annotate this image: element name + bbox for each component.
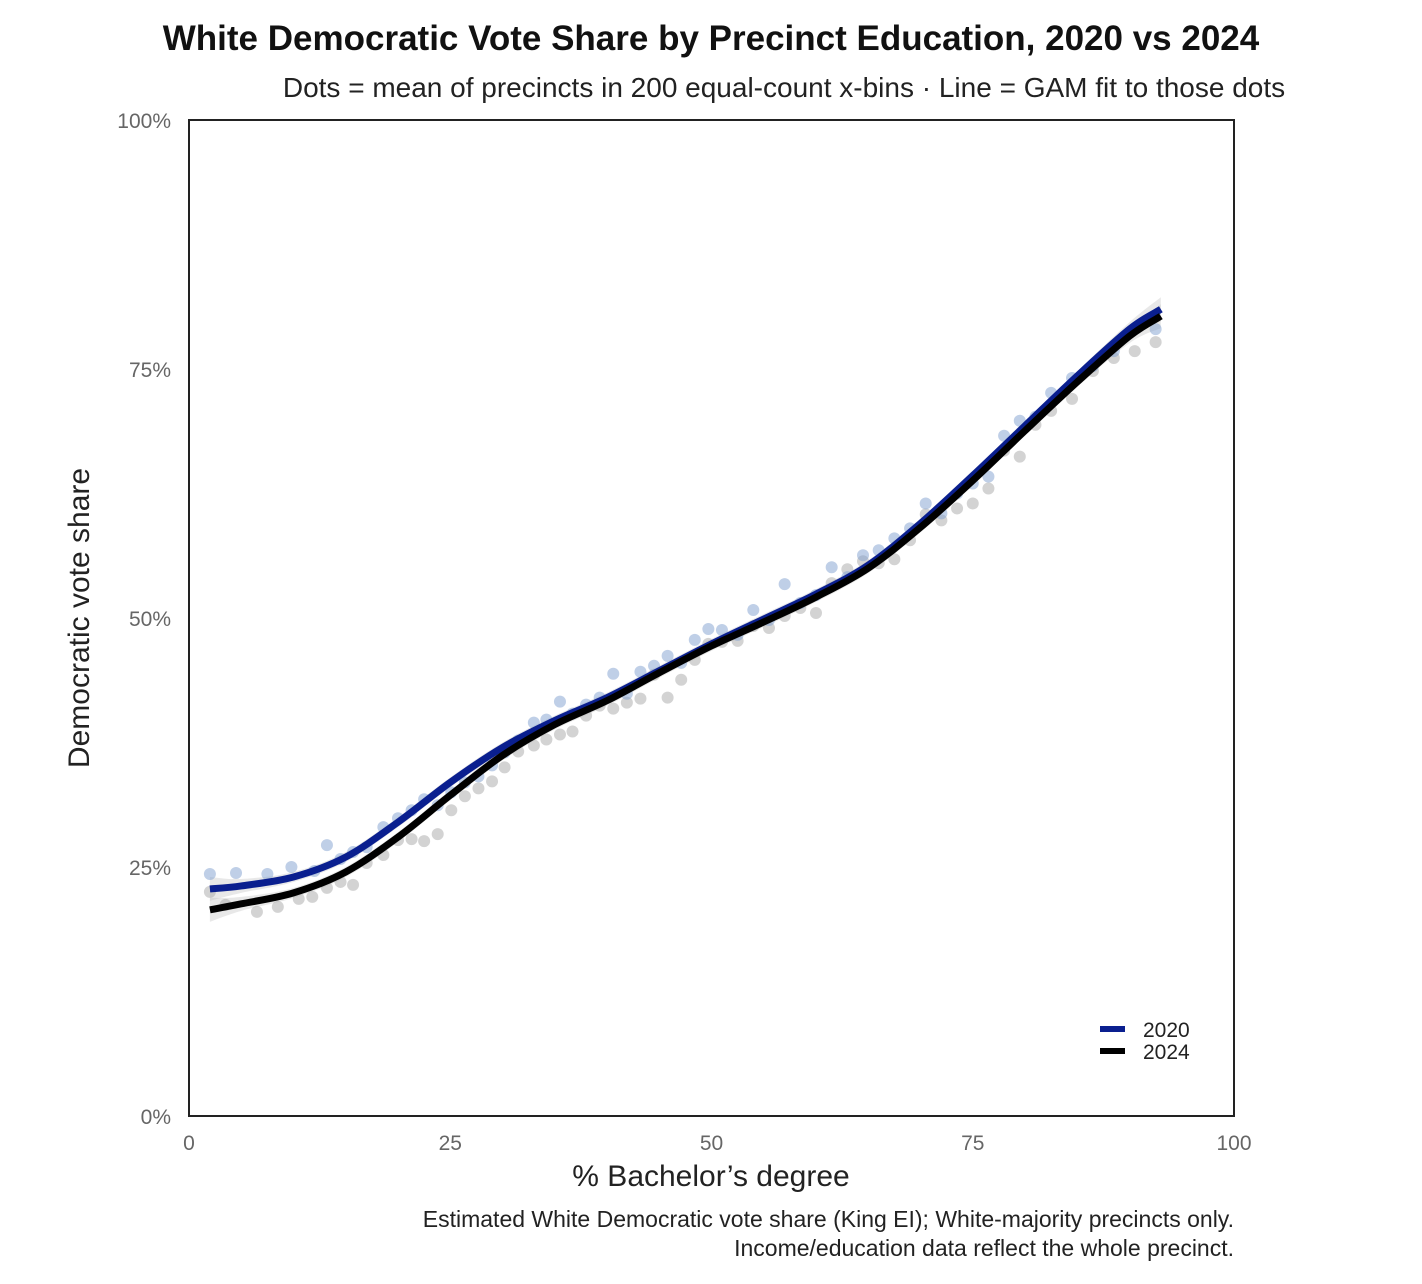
gam-fit-lines — [209, 306, 1163, 914]
dot-2024 — [888, 553, 901, 566]
y-tick-label: 50% — [129, 608, 171, 631]
x-tick-label: 100 — [1216, 1132, 1251, 1155]
dot-2024 — [634, 692, 647, 705]
plot-border — [188, 119, 1235, 1117]
y-tick-label: 25% — [129, 857, 171, 880]
plot-area — [188, 119, 1235, 1117]
x-tick-label: 0 — [183, 1132, 195, 1155]
dot-2020 — [607, 667, 620, 680]
dot-2020 — [688, 633, 701, 646]
dot-2024 — [620, 696, 633, 709]
y-axis-label: Democratic vote share — [63, 468, 96, 768]
dot-2024 — [306, 890, 319, 903]
dot-2020 — [825, 561, 838, 574]
y-tick-label: 100% — [117, 110, 171, 133]
caption-line-2: Income/education data reflect the whole … — [734, 1235, 1234, 1261]
dot-2024 — [982, 482, 995, 495]
dot-2024 — [1013, 450, 1026, 463]
dot-2024 — [607, 702, 620, 715]
dot-2024 — [527, 739, 540, 752]
dot-2024 — [1149, 336, 1162, 349]
dot-2024 — [553, 728, 566, 741]
dot-2024 — [418, 835, 431, 848]
dot-2020 — [553, 695, 566, 708]
dot-2024 — [1128, 345, 1141, 358]
dot-2020 — [261, 867, 274, 880]
dot-2020 — [857, 549, 870, 562]
dot-2024 — [810, 607, 822, 620]
dot-2020 — [661, 649, 674, 662]
plot-background — [189, 120, 1234, 1116]
y-tick-label: 75% — [129, 359, 171, 382]
dot-2024 — [661, 691, 674, 704]
fit-line-2024 — [209, 313, 1163, 914]
dot-2024 — [347, 878, 360, 891]
dot-2024 — [951, 502, 964, 515]
x-axis-ticks: 0 25 50 75 100 — [183, 1132, 1251, 1155]
chart-subtitle: Dots = mean of precincts in 200 equal-co… — [283, 72, 1285, 103]
dot-2020 — [320, 839, 333, 852]
dot-2024 — [458, 790, 471, 803]
legend-label-2020: 2020 — [1143, 1019, 1190, 1042]
x-tick-label: 25 — [439, 1132, 462, 1155]
x-tick-label: 75 — [961, 1132, 984, 1155]
dot-2024 — [271, 900, 284, 913]
dot-2020 — [1149, 323, 1162, 336]
y-axis-ticks: 0% 25% 50% 75% 100% — [117, 110, 171, 1129]
dot-2020 — [203, 867, 216, 880]
dot-2024 — [566, 725, 579, 738]
dot-2020 — [747, 604, 760, 617]
dot-2024 — [1066, 392, 1079, 405]
dot-2024 — [445, 804, 458, 817]
legend-label-2024: 2024 — [1143, 1041, 1190, 1064]
y-tick-label: 0% — [141, 1106, 171, 1129]
dot-2024 — [675, 673, 688, 686]
dot-2020 — [285, 861, 298, 873]
dot-2024 — [486, 775, 499, 788]
dot-2024 — [405, 833, 418, 846]
caption-line-1: Estimated White Democratic vote share (K… — [423, 1206, 1234, 1232]
dot-2024 — [498, 761, 511, 774]
dot-2024 — [540, 733, 553, 746]
dot-2024 — [250, 905, 263, 918]
dot-2020 — [982, 470, 995, 483]
chart-title: White Democratic Vote Share by Precinct … — [163, 19, 1260, 58]
dot-2020 — [715, 623, 728, 636]
dot-2024 — [472, 782, 485, 795]
dot-2024 — [431, 828, 444, 841]
dot-2020 — [230, 866, 243, 879]
dot-2024 — [966, 497, 979, 510]
dot-2020 — [778, 578, 791, 591]
x-tick-label: 50 — [700, 1132, 723, 1155]
dot-2020 — [702, 622, 715, 635]
dot-2020 — [919, 497, 932, 510]
x-axis-label: % Bachelor’s degree — [572, 1160, 849, 1193]
dot-2020 — [634, 665, 647, 678]
